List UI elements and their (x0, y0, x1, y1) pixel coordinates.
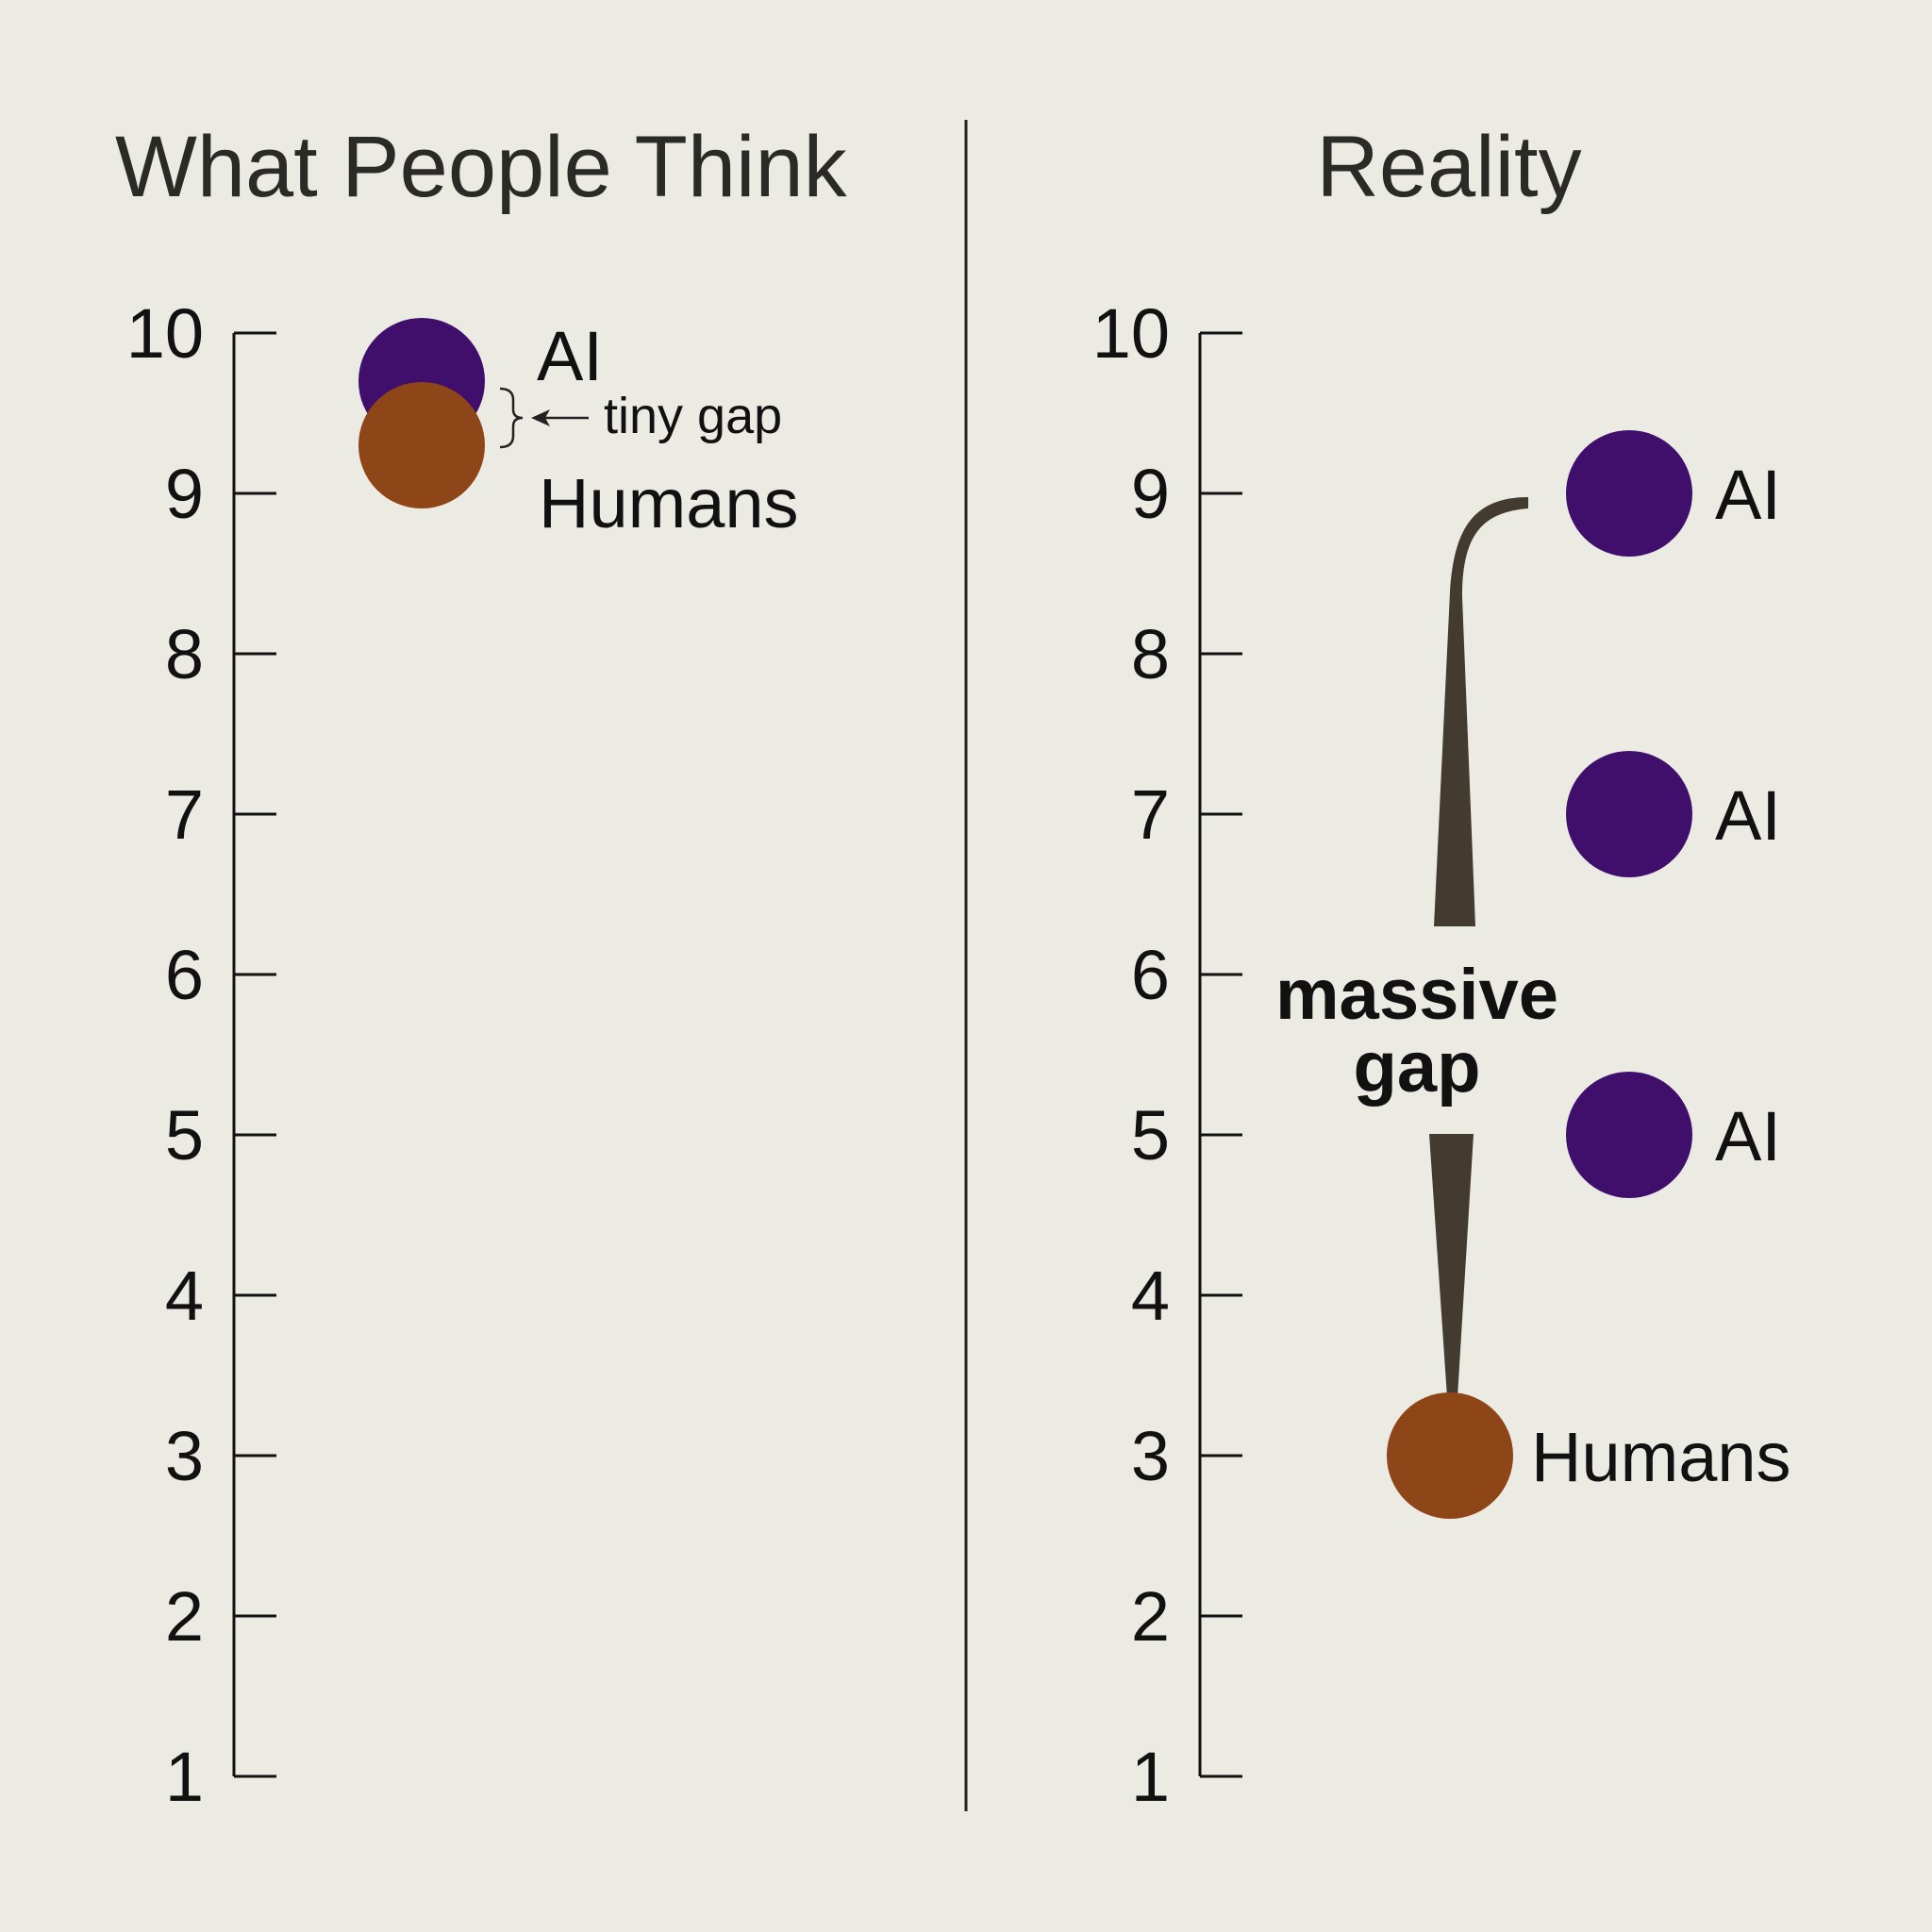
gap-connector-upper (1434, 497, 1528, 926)
y-tick-label: 9 (165, 455, 204, 533)
gap-annotation-line1: massive (1275, 955, 1558, 1035)
data-point-humans (358, 382, 485, 508)
y-tick-label: 4 (165, 1257, 204, 1335)
gap-annotation: tiny gap (604, 388, 782, 444)
y-tick-label: 9 (1131, 455, 1170, 533)
left-panel: 1 2 3 4 5 6 7 8 9 10 AI Humans tiny gap (126, 294, 799, 1816)
y-tick-label: 6 (1131, 936, 1170, 1014)
point-label: AI (1715, 456, 1781, 534)
point-label: Humans (1531, 1418, 1791, 1496)
data-point-humans (1387, 1392, 1513, 1519)
point-label: Humans (539, 464, 799, 542)
y-tick-label: 2 (1131, 1577, 1170, 1656)
point-label: AI (1715, 1097, 1781, 1175)
point-label: AI (537, 317, 603, 395)
gap-connector-lower (1429, 1134, 1474, 1397)
y-tick-label: 10 (126, 294, 204, 373)
data-point-ai (1566, 751, 1692, 877)
y-tick-label: 7 (165, 775, 204, 854)
right-panel-title: Reality (1316, 119, 1581, 215)
arrow-head-icon (531, 409, 550, 426)
y-tick-label: 6 (165, 936, 204, 1014)
left-panel-title: What People Think (115, 119, 848, 215)
y-tick-label: 3 (165, 1417, 204, 1495)
y-tick-label: 4 (1131, 1257, 1170, 1335)
y-tick-label: 2 (165, 1577, 204, 1656)
data-point-ai (1566, 1072, 1692, 1198)
y-tick-label: 1 (1131, 1738, 1170, 1816)
brace-icon (499, 387, 524, 449)
y-tick-label: 5 (1131, 1096, 1170, 1174)
y-tick-label: 8 (1131, 615, 1170, 693)
data-point-ai (1566, 430, 1692, 557)
y-tick-label: 1 (165, 1738, 204, 1816)
y-tick-label: 3 (1131, 1417, 1170, 1495)
y-tick-label: 8 (165, 615, 204, 693)
y-tick-label: 5 (165, 1096, 204, 1174)
gap-annotation-line2: gap (1353, 1027, 1480, 1108)
point-label: AI (1715, 776, 1781, 855)
y-tick-label: 10 (1092, 294, 1170, 373)
y-tick-label: 7 (1131, 775, 1170, 854)
